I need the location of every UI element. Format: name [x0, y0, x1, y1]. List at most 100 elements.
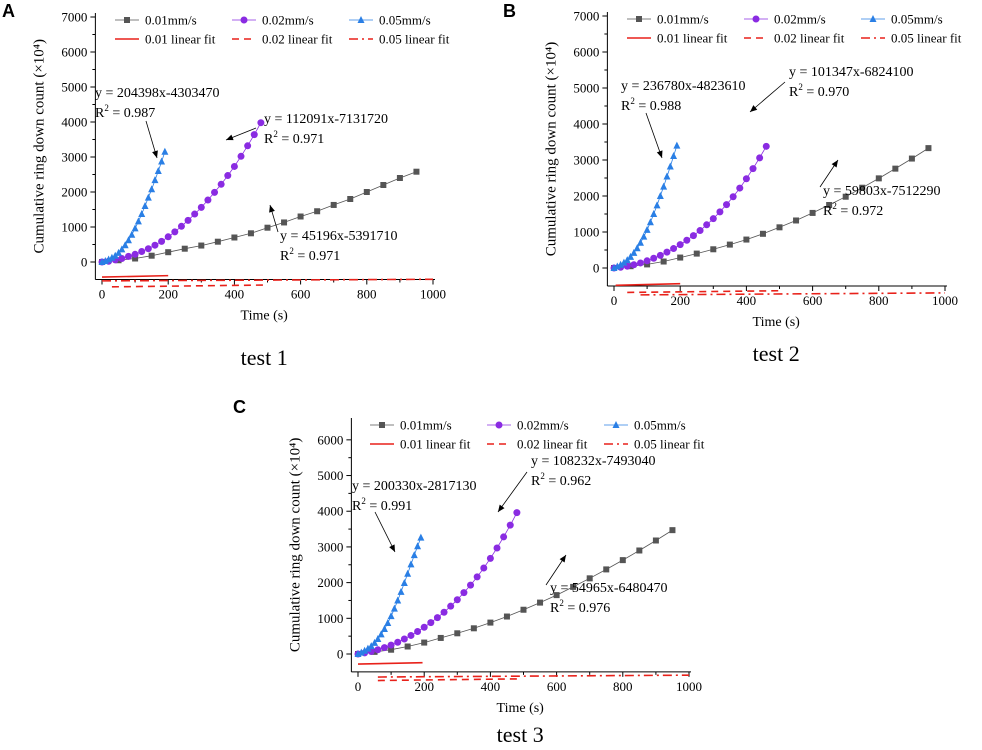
y-tick-label: 3000 — [61, 150, 87, 165]
data-point — [480, 564, 488, 572]
y-tick-label: 2000 — [573, 189, 599, 204]
data-point — [387, 612, 395, 620]
data-point — [171, 228, 179, 236]
annotation-arrowhead — [269, 205, 275, 213]
x-tick-label: 600 — [803, 293, 823, 308]
data-point — [842, 193, 849, 200]
data-point — [118, 245, 126, 253]
data-point — [151, 176, 159, 184]
data-point — [520, 606, 527, 613]
annotation-arrowhead — [152, 150, 158, 158]
data-point — [347, 196, 354, 202]
annotation-arrowhead — [498, 504, 505, 512]
data-point — [388, 646, 395, 653]
legend-label: 0.02mm/s — [517, 418, 569, 433]
fit-equation: y = 59803x-7512290 — [823, 184, 941, 199]
data-point — [617, 260, 625, 268]
annotation-arrowhead — [226, 134, 234, 141]
data-point — [164, 233, 172, 241]
data-point — [663, 172, 671, 180]
data-point — [181, 245, 188, 252]
data-point — [762, 142, 770, 150]
y-tick-label: 4000 — [573, 117, 599, 132]
data-point — [121, 241, 129, 249]
data-point — [387, 641, 395, 649]
legend-fit-label: 0.02 linear fit — [517, 437, 588, 452]
panel-c: 0 200 400 600 800 1000 0 1000 2000 3000 4000 5000 60… — [233, 397, 705, 747]
data-point — [161, 147, 169, 155]
data-point — [470, 625, 477, 632]
y-tick-label: 0 — [81, 255, 88, 270]
panel-a: 0 200 400 600 800 1000 0 1000 2000 3000 4000 5000 60… — [2, 1, 450, 370]
data-point — [148, 185, 156, 193]
data-point — [620, 258, 628, 266]
fit-equation: y = 45196x-5391710 — [280, 229, 398, 244]
data-point — [224, 172, 232, 180]
data-point — [656, 251, 664, 259]
data-point — [660, 182, 668, 190]
y-tick-label: 2000 — [317, 575, 343, 590]
legend-fit-label: 0.01 linear fit — [145, 32, 216, 47]
data-point — [859, 184, 866, 191]
x-axis-label: Time (s) — [753, 315, 801, 330]
x-axis-label: Time (s) — [241, 309, 289, 324]
y-tick-label: 5000 — [573, 81, 599, 96]
y-tick-label: 5000 — [317, 468, 343, 483]
legend-label: 0.05mm/s — [891, 12, 943, 27]
data-point — [603, 566, 610, 573]
data-point — [257, 119, 265, 127]
y-axis-label: Cumulative ring down count (×10⁴) — [287, 438, 303, 653]
fit-equation: y = 112091x-7131720 — [264, 112, 388, 127]
x-tick-label: 400 — [481, 679, 501, 694]
data-point — [371, 638, 379, 646]
data-point — [264, 224, 271, 231]
y-tick-label: 6000 — [61, 45, 87, 60]
data-point — [643, 257, 651, 265]
y-tick-label: 6000 — [317, 432, 343, 447]
series-line — [101, 122, 262, 263]
legend-fit-label: 0.05 linear fit — [634, 437, 705, 452]
legend-fit-label: 0.05 linear fit — [379, 32, 450, 47]
fit-equation: y = 236780x-4823610 — [621, 79, 746, 94]
data-point — [281, 219, 288, 226]
y-axis-label: Cumulative ring down count (×10⁴) — [543, 42, 559, 257]
data-point — [636, 238, 644, 246]
data-point — [636, 547, 643, 554]
data-point — [394, 638, 402, 646]
x-tick-label: 800 — [869, 293, 889, 308]
data-point — [144, 245, 152, 253]
data-point — [407, 560, 415, 568]
data-point — [400, 635, 408, 643]
data-point — [908, 155, 915, 162]
data-point — [826, 202, 833, 208]
annotation-arrowhead — [389, 544, 395, 552]
data-point — [148, 252, 155, 259]
data-point — [247, 230, 254, 237]
fit-equation: y = 101347x-6824100 — [789, 65, 914, 80]
data-point — [132, 255, 139, 262]
y-tick-label: 3000 — [573, 153, 599, 168]
annotation-arrowhead — [559, 555, 566, 563]
fit-r-squared: R2 = 0.976 — [550, 598, 610, 616]
data-point — [630, 248, 638, 256]
fit-line — [101, 274, 169, 278]
annotation-arrow — [645, 112, 663, 159]
data-point — [467, 581, 475, 589]
panel-caption: test 1 — [241, 345, 288, 370]
data-point — [128, 230, 136, 238]
data-point — [384, 618, 392, 626]
data-point — [454, 630, 461, 637]
data-point — [666, 162, 674, 170]
data-point — [677, 254, 684, 261]
annotation-arrowhead — [656, 150, 663, 158]
y-tick-label: 6000 — [573, 45, 599, 60]
data-point — [404, 569, 412, 577]
y-tick-label: 1000 — [61, 220, 87, 235]
x-axis-label: Time (s) — [497, 701, 545, 716]
data-point — [410, 551, 418, 559]
data-point — [640, 232, 648, 240]
x-tick-label: 600 — [291, 287, 311, 302]
data-point — [330, 201, 337, 208]
data-point — [726, 241, 733, 248]
legend-label: 0.01mm/s — [145, 13, 197, 28]
